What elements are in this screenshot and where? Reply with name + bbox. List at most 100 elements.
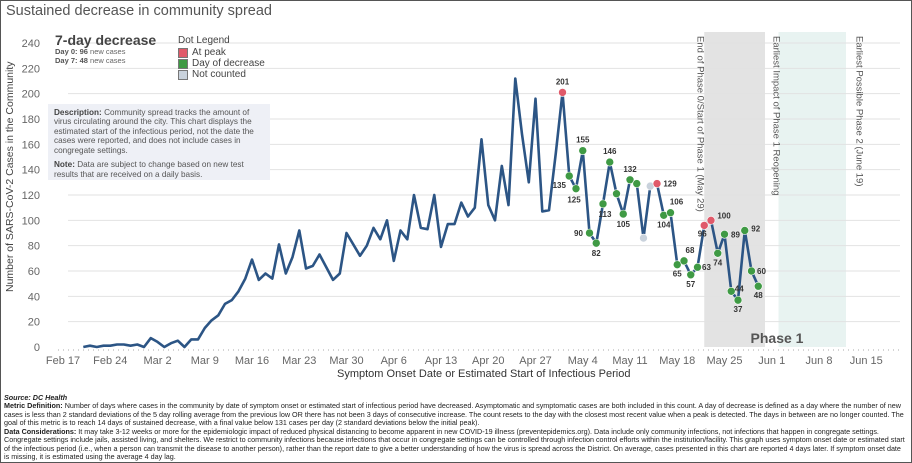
legend-item-not-counted[interactable]: Not counted bbox=[178, 69, 265, 80]
x-tick-label: Mar 23 bbox=[282, 355, 316, 367]
x-axis-label: Symptom Onset Date or Estimated Start of… bbox=[337, 368, 631, 380]
data-label: 89 bbox=[731, 230, 740, 239]
x-tick-label: Feb 17 bbox=[46, 355, 80, 367]
y-tick-label: 80 bbox=[28, 241, 40, 253]
x-tick-label: May 4 bbox=[568, 355, 598, 367]
data-point-decrease bbox=[720, 229, 729, 239]
data-label: 44 bbox=[735, 284, 744, 293]
x-tick-label: Apr 6 bbox=[381, 355, 407, 367]
y-tick-label: 100 bbox=[22, 215, 40, 227]
legend-label: Day of decrease bbox=[192, 58, 265, 69]
kpi-day0-value: 96 bbox=[79, 47, 88, 56]
x-tick-label: May 18 bbox=[659, 355, 695, 367]
kpi-day0-suffix: new cases bbox=[90, 47, 126, 56]
data-point-decrease bbox=[733, 295, 743, 305]
data-label: 65 bbox=[673, 270, 682, 279]
phase-band bbox=[778, 32, 846, 347]
x-tick-label: Mar 30 bbox=[329, 355, 363, 367]
dot-legend: Dot Legend At peak Day of decrease Not c… bbox=[178, 35, 265, 80]
data-point-decrease bbox=[740, 226, 750, 235]
data-point-peak bbox=[699, 221, 709, 230]
data-point-decrease bbox=[625, 175, 635, 185]
data-label: 37 bbox=[734, 305, 743, 314]
legend-item-peak[interactable]: At peak bbox=[178, 47, 265, 58]
description-box: Description: Community spread tracks the… bbox=[48, 104, 270, 180]
annotation-label: End of Phase 0/Start of Phase 1 (May 29) bbox=[694, 36, 705, 212]
y-tick-label: 220 bbox=[22, 63, 40, 75]
x-tick-label: Jun 1 bbox=[758, 355, 785, 367]
legend-label: At peak bbox=[192, 47, 226, 58]
legend-item-decrease[interactable]: Day of decrease bbox=[178, 58, 265, 69]
x-tick-label: Jun 8 bbox=[806, 355, 833, 367]
y-tick-label: 180 bbox=[22, 114, 40, 126]
source-line: Source: DC Health bbox=[4, 393, 908, 402]
data-label: 68 bbox=[686, 246, 695, 255]
kpi-day7-value: 48 bbox=[79, 55, 88, 65]
data-label: 105 bbox=[617, 220, 631, 229]
data-point-decrease bbox=[726, 286, 736, 296]
y-tick-label: 20 bbox=[28, 317, 40, 329]
data-point-peak bbox=[706, 216, 716, 225]
data-point-peak bbox=[652, 179, 662, 188]
data-point-decrease bbox=[693, 262, 702, 272]
chart-title: Sustained decrease in community spread bbox=[6, 3, 272, 19]
data-point-decrease bbox=[686, 270, 696, 280]
y-axis-label: Number of SARS-CoV-2 Cases in the Commun… bbox=[4, 61, 16, 292]
annotation-label: Earliest Possible Phase 2 (June 19) bbox=[854, 36, 865, 187]
data-point-decrease bbox=[598, 199, 608, 209]
y-tick-label: 240 bbox=[22, 38, 40, 50]
kpi-day0: Day 0: 96 new cases bbox=[55, 47, 156, 57]
kpi-heading: 7-day decrease bbox=[55, 32, 157, 48]
x-tick-label: Apr 27 bbox=[519, 355, 551, 367]
phase-1-label: Phase 1 bbox=[751, 330, 804, 346]
data-point-decrease bbox=[632, 179, 642, 188]
kpi-box: 7-day decrease Day 0: 96 new cases Day 7… bbox=[55, 32, 156, 65]
data-label: 135 bbox=[553, 181, 567, 190]
metric-label: Metric Definition: bbox=[4, 401, 63, 411]
metric-definition: Metric Definition: Number of days where … bbox=[4, 402, 908, 427]
data-label: 100 bbox=[717, 211, 731, 220]
footer-notes: Source: DC Health Metric Definition: Num… bbox=[4, 393, 908, 462]
data-label: 155 bbox=[576, 136, 590, 145]
data-considerations-label: Data Considerations: bbox=[4, 426, 77, 436]
data-point-decrease bbox=[747, 266, 756, 276]
data-label: 113 bbox=[599, 210, 612, 219]
x-tick-label: Jun 15 bbox=[850, 355, 883, 367]
data-label: 57 bbox=[686, 280, 695, 289]
data-considerations: Data Considerations: It may take 3-12 we… bbox=[4, 426, 908, 462]
note-body: Data are subject to change based on new … bbox=[54, 160, 244, 179]
x-tick-label: Feb 24 bbox=[93, 355, 127, 367]
annotation-label: Earliest Impact of Phase 1 Reopening bbox=[771, 36, 782, 195]
kpi-day0-label: Day 0: bbox=[55, 47, 78, 56]
data-label: 201 bbox=[556, 77, 570, 86]
data-label: 92 bbox=[751, 224, 760, 233]
data-considerations-text: It may take 3-12 weeks or more for the e… bbox=[4, 426, 905, 461]
data-label: 104 bbox=[657, 220, 671, 229]
data-label: 132 bbox=[623, 165, 637, 174]
description-label: Description: bbox=[54, 108, 102, 117]
x-tick-label: Apr 13 bbox=[425, 355, 457, 367]
kpi-day7: Day 7: 48 new cases bbox=[55, 55, 156, 66]
y-tick-label: 160 bbox=[22, 139, 40, 151]
source-text: Source: DC Health bbox=[4, 393, 68, 402]
kpi-day7-suffix: new cases bbox=[90, 55, 126, 65]
series-line bbox=[83, 77, 760, 349]
data-label: 63 bbox=[702, 263, 711, 272]
data-label: 60 bbox=[757, 267, 766, 276]
data-point-decrease bbox=[679, 256, 689, 266]
data-point-decrease bbox=[753, 281, 763, 291]
y-tick-label: 140 bbox=[22, 165, 40, 177]
data-label: 90 bbox=[574, 229, 583, 238]
legend-label: Not counted bbox=[192, 69, 246, 80]
data-point-decrease bbox=[666, 208, 675, 218]
data-label: 74 bbox=[713, 258, 722, 267]
x-tick-label: Mar 2 bbox=[143, 355, 171, 367]
data-point-decrease bbox=[612, 189, 621, 199]
note-text: Note: Data are subject to change based o… bbox=[54, 160, 264, 179]
metric-text: Number of days where cases in the commun… bbox=[4, 401, 904, 428]
data-point-decrease bbox=[564, 171, 574, 181]
x-tick-label: Mar 16 bbox=[235, 355, 269, 367]
data-point-decrease bbox=[578, 146, 588, 155]
x-tick-label: Mar 9 bbox=[191, 355, 219, 367]
